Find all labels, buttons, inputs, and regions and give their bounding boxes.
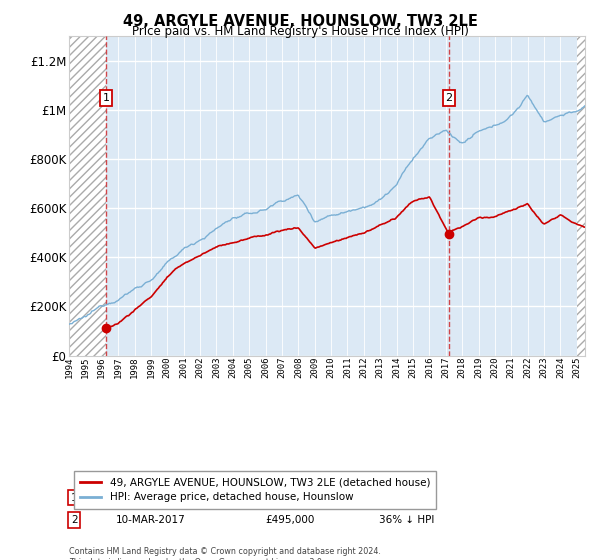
Text: 09-APR-1996: 09-APR-1996: [115, 493, 182, 503]
Text: 2: 2: [445, 93, 452, 103]
Text: 19% ↓ HPI: 19% ↓ HPI: [379, 493, 434, 503]
Text: £113,250: £113,250: [265, 493, 315, 503]
Text: 10-MAR-2017: 10-MAR-2017: [115, 515, 185, 525]
Text: 2: 2: [71, 515, 77, 525]
Text: Price paid vs. HM Land Registry's House Price Index (HPI): Price paid vs. HM Land Registry's House …: [131, 25, 469, 38]
Text: 1: 1: [103, 93, 110, 103]
Text: Contains HM Land Registry data © Crown copyright and database right 2024.
This d: Contains HM Land Registry data © Crown c…: [69, 547, 381, 560]
Bar: [69, 36, 106, 356]
Text: 49, ARGYLE AVENUE, HOUNSLOW, TW3 2LE: 49, ARGYLE AVENUE, HOUNSLOW, TW3 2LE: [122, 14, 478, 29]
Bar: [577, 36, 585, 356]
Text: £495,000: £495,000: [265, 515, 314, 525]
Text: 1: 1: [71, 493, 77, 503]
Text: 36% ↓ HPI: 36% ↓ HPI: [379, 515, 434, 525]
Legend: 49, ARGYLE AVENUE, HOUNSLOW, TW3 2LE (detached house), HPI: Average price, detac: 49, ARGYLE AVENUE, HOUNSLOW, TW3 2LE (de…: [74, 471, 436, 508]
